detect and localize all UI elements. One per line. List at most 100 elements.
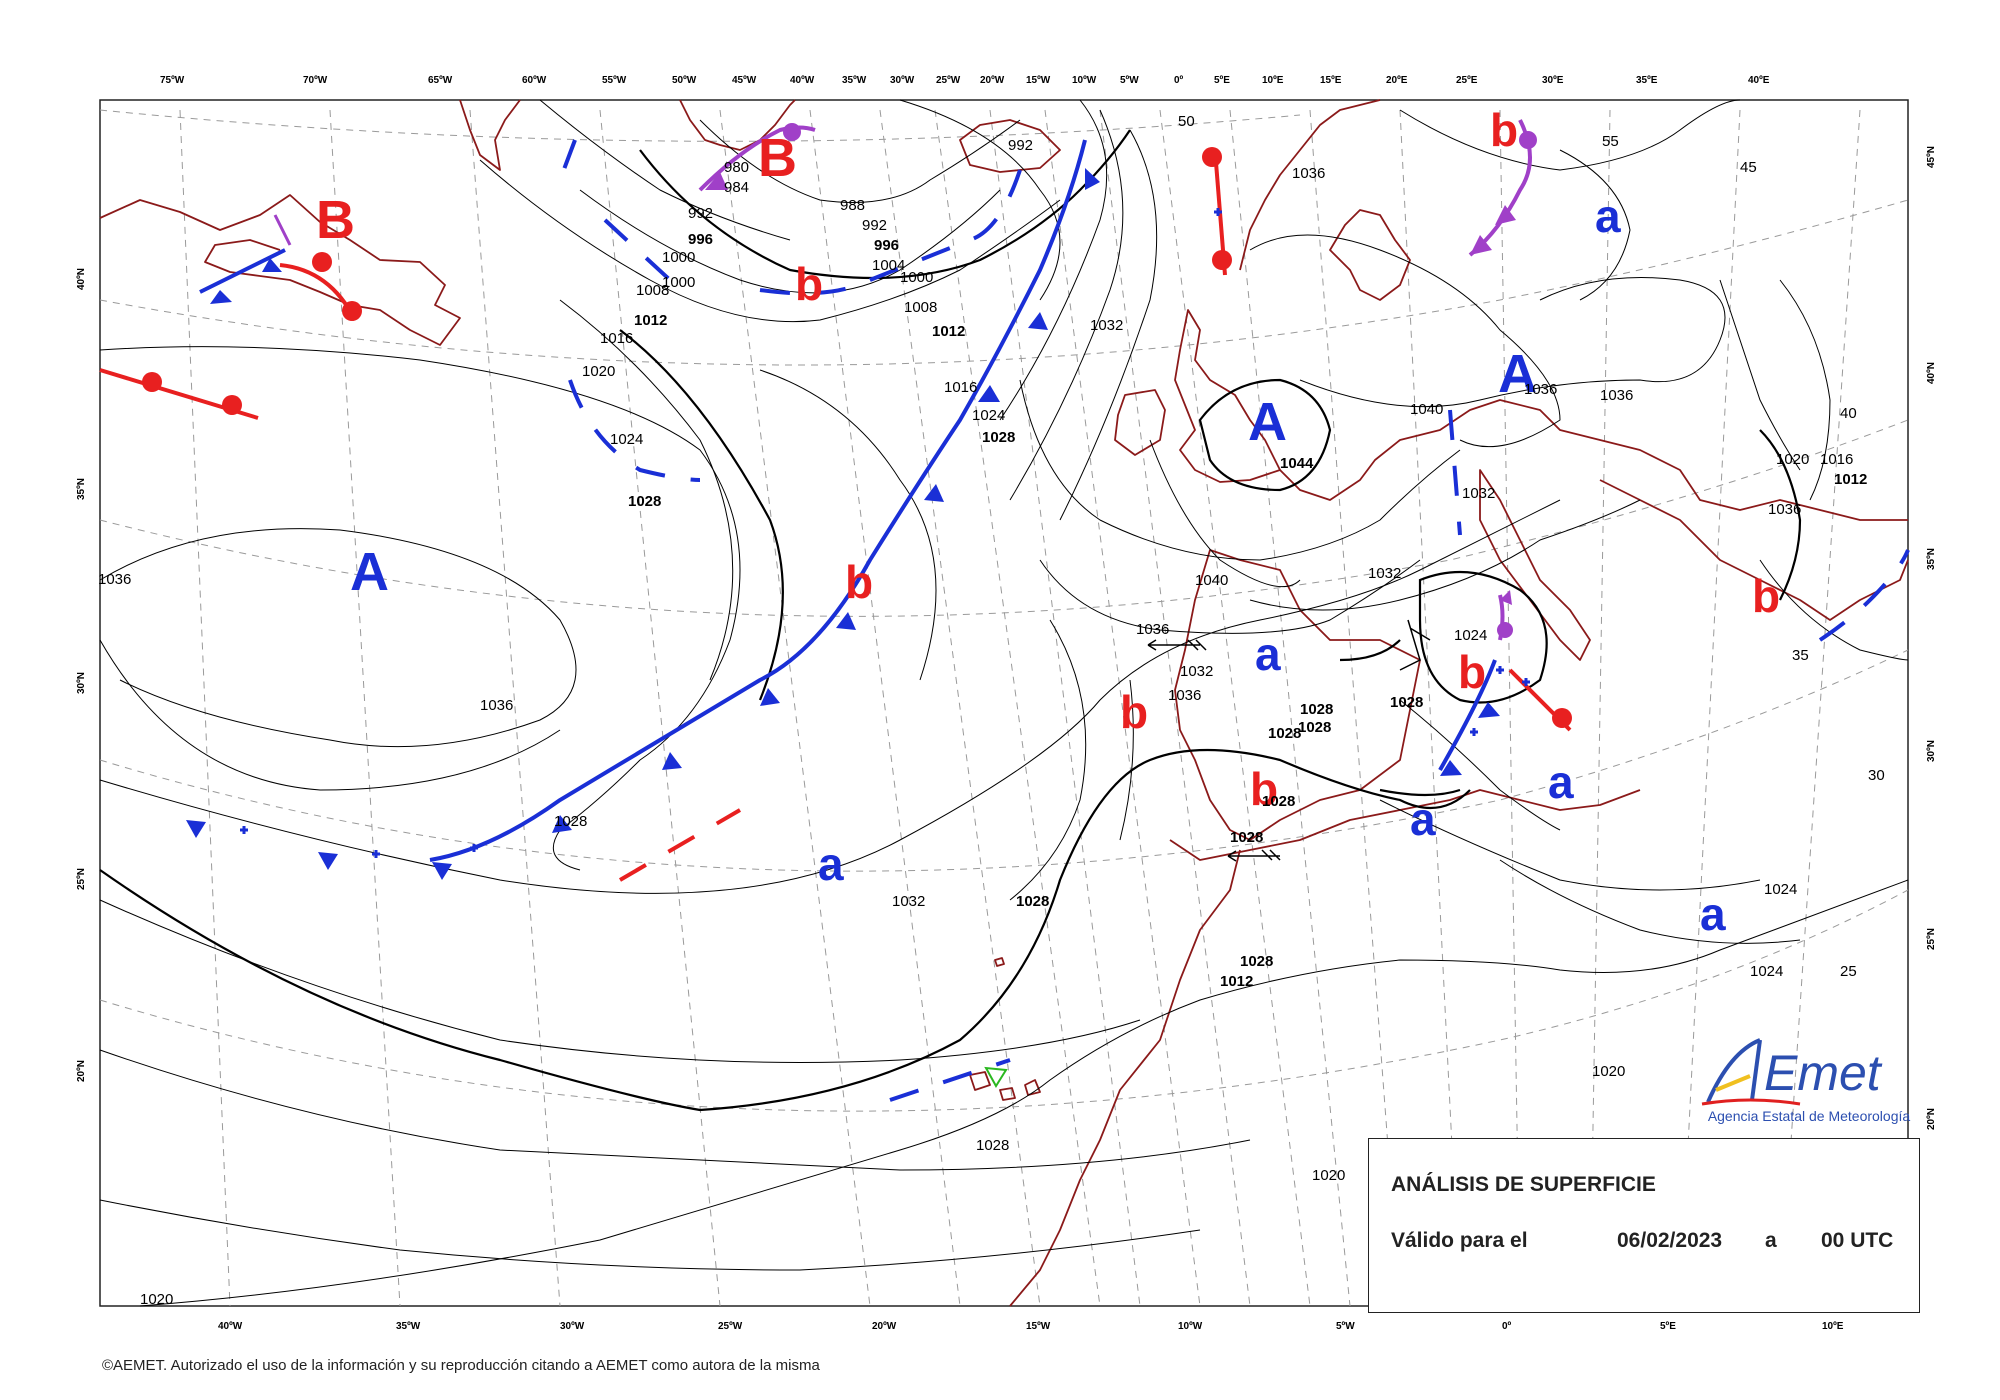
high-label-minor: a [1255,628,1281,680]
trough-europe [1448,409,1462,536]
svg-text:20ºN: 20ºN [1926,1108,1937,1130]
low-label: B [758,128,797,188]
svg-text:1020: 1020 [582,363,615,380]
svg-text:1032: 1032 [1368,565,1401,582]
svg-text:40ºW: 40ºW [218,1321,243,1332]
svg-text:1000: 1000 [900,269,933,286]
svg-text:10ºE: 10ºE [1262,75,1284,86]
svg-text:35ºN: 35ºN [76,478,87,500]
svg-text:25ºW: 25ºW [718,1321,743,1332]
svg-text:1028: 1028 [1300,701,1333,718]
svg-text:55ºW: 55ºW [602,75,627,86]
svg-text:25: 25 [1840,963,1857,980]
svg-text:1028: 1028 [982,429,1015,446]
svg-text:20ºW: 20ºW [872,1321,897,1332]
svg-text:1044: 1044 [1280,455,1314,472]
svg-text:10ºW: 10ºW [1072,75,1097,86]
svg-text:Emet: Emet [1764,1045,1883,1101]
greenland-coast [679,99,796,151]
occlusion-west [273,214,292,246]
svg-text:1020: 1020 [140,1291,173,1308]
uk-coast [1174,309,1281,483]
svg-text:1028: 1028 [1240,953,1273,970]
iceland-coast [959,119,1061,173]
svg-text:1016: 1016 [944,379,977,396]
svg-text:25ºN: 25ºN [1926,928,1937,950]
svg-text:70ºW: 70ºW [303,75,328,86]
high-label: A [1498,344,1537,404]
arrow-markers [1147,619,1431,862]
occluded-front-north [698,125,816,192]
svg-text:10ºE: 10ºE [1822,1321,1844,1332]
cold-front-med [1438,659,1497,771]
svg-text:25ºE: 25ºE [1456,75,1478,86]
svg-text:1028: 1028 [976,1137,1009,1154]
svg-text:30ºE: 30ºE [1542,75,1564,86]
svg-text:1028: 1028 [628,493,661,510]
isobars-bold [99,129,1802,1112]
labrador-coast [459,99,521,171]
ireland-coast [1114,389,1166,456]
svg-text:1024: 1024 [1454,627,1487,644]
svg-text:1040: 1040 [1410,401,1443,418]
svg-text:1008: 1008 [904,299,937,316]
svg-text:5ºW: 5ºW [1120,75,1139,86]
svg-text:35ºW: 35ºW [396,1321,421,1332]
svg-text:1036: 1036 [1600,387,1633,404]
svg-text:40: 40 [1840,405,1857,422]
trough-red-mid [618,808,742,882]
copyright-notice: ©AEMET. Autorizado el uso de la informac… [102,1357,820,1374]
svg-text:15ºW: 15ºW [1026,1321,1051,1332]
svg-text:50ºW: 50ºW [672,75,697,86]
analysis-title: ANÁLISIS DE SUPERFICIE [1391,1173,1656,1196]
svg-text:1036: 1036 [98,571,131,588]
svg-text:30ºN: 30ºN [1926,740,1937,762]
svg-text:35ºW: 35ºW [842,75,867,86]
svg-text:1016: 1016 [600,330,633,347]
high-label-minor: a [1700,888,1726,940]
svg-text:25ºW: 25ºW [936,75,961,86]
svg-text:0º: 0º [1174,75,1184,86]
svg-text:1028: 1028 [1268,725,1301,742]
svg-text:1028: 1028 [1390,694,1423,711]
svg-text:30ºN: 30ºN [76,672,87,694]
svg-text:1020: 1020 [1312,1167,1345,1184]
svg-text:35ºE: 35ºE [1636,75,1658,86]
svg-text:1000: 1000 [662,249,695,266]
bottom-longitude-labels: 40ºW 35ºW 30ºW 25ºW 20ºW 15ºW 10ºW 5ºW 0… [218,1321,1844,1332]
svg-text:996: 996 [874,237,899,254]
svg-text:65ºW: 65ºW [428,75,453,86]
svg-text:30: 30 [1868,767,1885,784]
svg-text:40ºN: 40ºN [1926,362,1937,384]
svg-text:1004: 1004 [872,257,905,274]
svg-text:35ºN: 35ºN [1926,548,1937,570]
high-label-minor: a [1548,756,1574,808]
svg-text:1036: 1036 [1524,381,1557,398]
trough-east [1818,549,1910,642]
trough-north-atlantic-1 [558,139,577,181]
svg-text:45ºW: 45ºW [732,75,757,86]
svg-text:984: 984 [724,179,749,196]
svg-text:992: 992 [1008,137,1033,154]
svg-text:1024: 1024 [1750,963,1783,980]
map-frame [99,99,1909,1307]
svg-text:20ºE: 20ºE [1386,75,1408,86]
svg-text:1036: 1036 [1292,165,1325,182]
svg-text:0º: 0º [1502,1321,1512,1332]
north-america-coast [99,194,461,346]
high-label: A [350,542,389,602]
trough-north-atlantic-2 [603,218,672,282]
low-label-minor: b [1458,646,1486,698]
troughs [558,139,1910,1102]
europe-coast [1279,399,1908,521]
iberia-coast [1174,549,1421,841]
svg-text:75ºW: 75ºW [160,75,185,86]
svg-text:1020: 1020 [1592,1063,1625,1080]
svg-text:1032: 1032 [892,893,925,910]
high-label-minor: a [1410,793,1436,845]
svg-text:1000: 1000 [662,274,695,291]
svg-text:1036: 1036 [1768,501,1801,518]
svg-text:980: 980 [724,159,749,176]
isobar-labels: 980 984 992 996 1000 1008 1000 1012 1016… [98,113,1885,1308]
svg-text:1032: 1032 [1462,485,1495,502]
